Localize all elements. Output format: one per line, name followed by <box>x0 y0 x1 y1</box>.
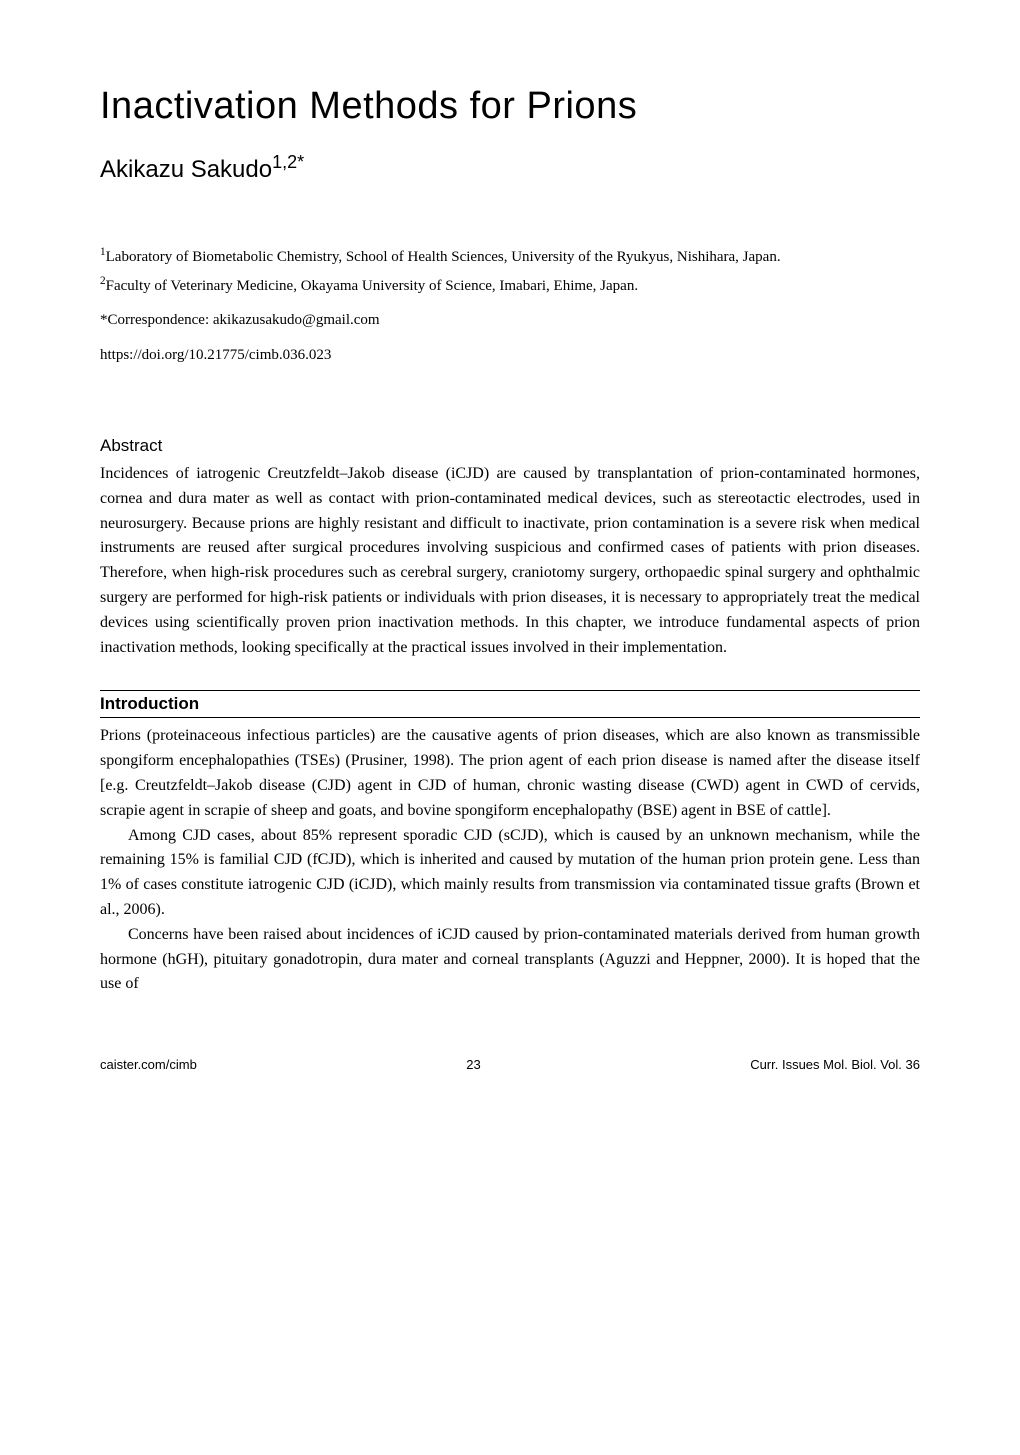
correspondence: *Correspondence: akikazusakudo@gmail.com <box>100 309 920 332</box>
affiliation: 1Laboratory of Biometabolic Chemistry, S… <box>100 244 920 269</box>
abstract-heading: Abstract <box>100 436 920 456</box>
page-footer: caister.com/cimb 23 Curr. Issues Mol. Bi… <box>100 1057 920 1072</box>
intro-paragraph: Among CJD cases, about 85% represent spo… <box>100 824 920 923</box>
footer-left: caister.com/cimb <box>100 1057 197 1072</box>
footer-right: Curr. Issues Mol. Biol. Vol. 36 <box>750 1057 920 1072</box>
intro-heading: Introduction <box>100 690 920 718</box>
author-line: Akikazu Sakudo1,2* <box>100 152 920 184</box>
footer-page-number: 23 <box>466 1057 480 1072</box>
article-title: Inactivation Methods for Prions <box>100 85 920 128</box>
abstract-body: Incidences of iatrogenic Creutzfeldt–Jak… <box>100 462 920 660</box>
intro-paragraph: Concerns have been raised about incidenc… <box>100 923 920 997</box>
author-superscript: 1,2* <box>272 152 304 172</box>
affiliations-block: 1Laboratory of Biometabolic Chemistry, S… <box>100 244 920 297</box>
author-name: Akikazu Sakudo <box>100 156 272 183</box>
intro-paragraph: Prions (proteinaceous infectious particl… <box>100 724 920 823</box>
affiliation: 2Faculty of Veterinary Medicine, Okayama… <box>100 273 920 298</box>
doi-link[interactable]: https://doi.org/10.21775/cimb.036.023 <box>100 344 920 367</box>
affiliation-text: Faculty of Veterinary Medicine, Okayama … <box>106 278 638 294</box>
affiliation-text: Laboratory of Biometabolic Chemistry, Sc… <box>106 249 781 265</box>
